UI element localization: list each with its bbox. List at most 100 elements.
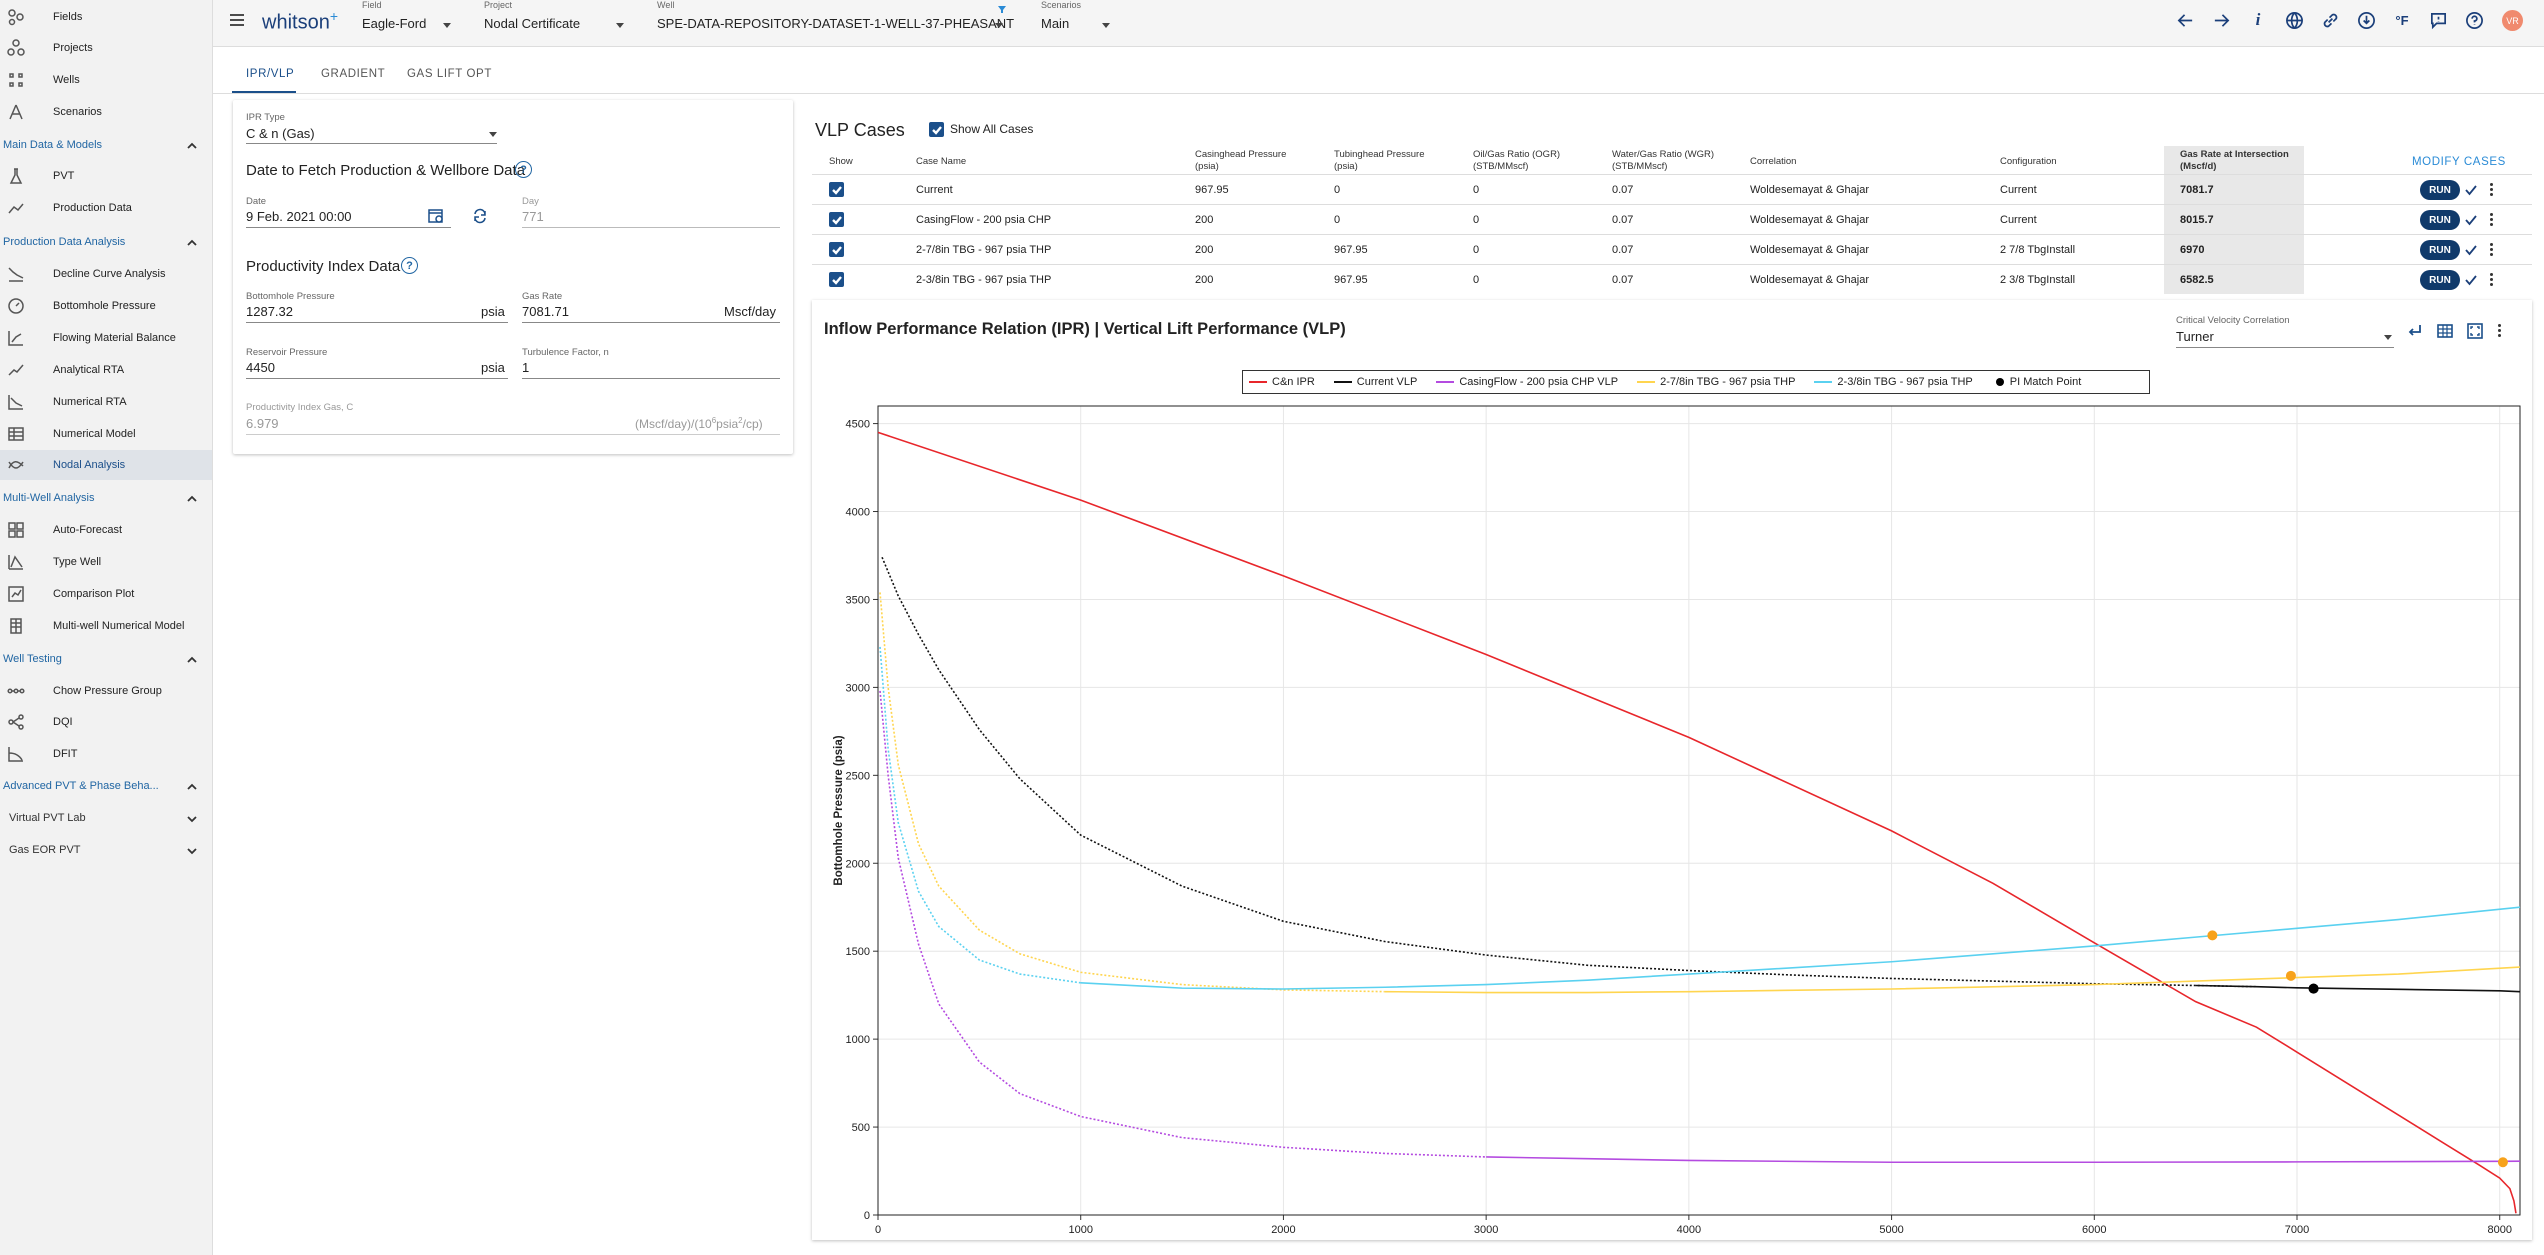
- reservoir-pressure-input[interactable]: 4450: [246, 360, 275, 375]
- check-icon[interactable]: [2464, 273, 2478, 287]
- run-button[interactable]: RUN: [2420, 210, 2460, 230]
- calendar-icon[interactable]: [427, 207, 445, 225]
- sidebar-item-multi-well-numerical-model[interactable]: Multi-well Numerical Model: [0, 611, 212, 641]
- sidebar-item-decline-curve-analysis[interactable]: Decline Curve Analysis: [0, 259, 212, 289]
- date-input[interactable]: 9 Feb. 2021 00:00: [246, 209, 352, 224]
- cell-corr: Woldesemayat & Ghajar: [1750, 274, 1870, 286]
- help-icon[interactable]: [2464, 10, 2484, 30]
- project-select[interactable]: Project Nodal Certificate: [484, 0, 580, 31]
- legend-item[interactable]: CasingFlow - 200 psia CHP VLP: [1436, 376, 1618, 388]
- chevron-down-icon[interactable]: [489, 132, 497, 137]
- legend-item[interactable]: 2-7/8in TBG - 967 psia THP: [1637, 376, 1795, 388]
- sidebar-item-fields[interactable]: Fields: [0, 2, 212, 32]
- temperature-unit-icon[interactable]: °F: [2392, 10, 2412, 30]
- table-row: 2-7/8in TBG - 967 psia THP 200 967.95 0 0.07…: [812, 234, 2532, 264]
- check-icon[interactable]: [2464, 183, 2478, 197]
- show-case-checkbox[interactable]: [829, 182, 844, 197]
- section-label: Well Testing: [3, 653, 62, 665]
- chevron-down-icon[interactable]: [995, 23, 1003, 28]
- info-icon[interactable]: i: [2248, 10, 2268, 30]
- sidebar-item-comparison-plot[interactable]: Comparison Plot: [0, 579, 212, 609]
- chevron-down-icon[interactable]: [2384, 335, 2392, 340]
- sidebar-item-numerical-rta[interactable]: Numerical RTA: [0, 387, 212, 417]
- run-button[interactable]: RUN: [2420, 180, 2460, 200]
- feedback-icon[interactable]: [2428, 10, 2448, 30]
- filter-icon[interactable]: [997, 0, 1007, 13]
- help-icon[interactable]: ?: [401, 257, 418, 274]
- section-label: Advanced PVT & Phase Beha...: [3, 780, 159, 792]
- sidebar-section-virtual-pvt-lab[interactable]: Virtual PVT Lab: [0, 806, 212, 830]
- help-icon[interactable]: ?: [515, 161, 532, 178]
- return-icon[interactable]: [2406, 322, 2424, 340]
- sidebar-item-projects[interactable]: Projects: [0, 33, 212, 63]
- more-vertical-icon[interactable]: [2488, 211, 2494, 229]
- show-case-checkbox[interactable]: [829, 242, 844, 257]
- sidebar-item-pvt[interactable]: PVT: [0, 161, 212, 191]
- run-button[interactable]: RUN: [2420, 240, 2460, 260]
- reservoir-pressure-label: Reservoir Pressure: [246, 347, 328, 358]
- user-avatar[interactable]: VR: [2502, 10, 2523, 31]
- turbulence-input[interactable]: 1: [522, 360, 530, 375]
- arrow-right-icon[interactable]: [2211, 10, 2231, 30]
- sidebar-item-bottomhole-pressure[interactable]: Bottomhole Pressure: [0, 291, 212, 321]
- chevron-down-icon[interactable]: [1102, 23, 1110, 28]
- sidebar-item-type-well[interactable]: Type Well: [0, 547, 212, 577]
- more-vertical-icon[interactable]: [2488, 181, 2494, 199]
- sidebar-section-main-data[interactable]: Main Data & Models: [0, 133, 212, 157]
- chevron-down-icon[interactable]: [616, 23, 624, 28]
- show-case-checkbox[interactable]: [829, 212, 844, 227]
- legend-item[interactable]: C&n IPR: [1249, 376, 1315, 388]
- sidebar-section-advanced-pvt[interactable]: Advanced PVT & Phase Beha...: [0, 774, 212, 798]
- cell-thp: 0: [1334, 214, 1341, 226]
- scenario-select[interactable]: Scenarios Main: [1041, 0, 1081, 31]
- sidebar-item-wells[interactable]: Wells: [0, 65, 212, 95]
- refresh-icon[interactable]: [471, 207, 489, 225]
- sidebar-item-numerical-model[interactable]: Numerical Model: [0, 419, 212, 449]
- tab-ipr-vlp[interactable]: IPR/VLP: [246, 68, 295, 80]
- fullscreen-icon[interactable]: [2466, 322, 2484, 340]
- run-button[interactable]: RUN: [2420, 270, 2460, 290]
- field-select[interactable]: Field Eagle-Ford: [362, 0, 426, 31]
- check-icon[interactable]: [2464, 243, 2478, 257]
- sidebar-item-dqi[interactable]: DQI: [0, 707, 212, 737]
- sidebar-section-production-data-analysis[interactable]: Production Data Analysis: [0, 230, 212, 254]
- link-icon[interactable]: [2320, 10, 2340, 30]
- globe-icon[interactable]: [2284, 10, 2304, 30]
- critical-velocity-select[interactable]: Turner: [2176, 329, 2214, 344]
- more-vertical-icon[interactable]: [2488, 271, 2494, 289]
- show-case-checkbox[interactable]: [829, 272, 844, 287]
- sidebar-item-scenarios[interactable]: Scenarios: [0, 97, 212, 127]
- tab-gas-lift-opt[interactable]: GAS LIFT OPT: [407, 68, 492, 80]
- well-select[interactable]: Well SPE-DATA-REPOSITORY-DATASET-1-WELL-…: [657, 0, 1014, 31]
- more-vertical-icon[interactable]: [2488, 241, 2494, 259]
- table-icon[interactable]: [2436, 322, 2454, 340]
- sidebar-item-dfit[interactable]: DFIT: [0, 739, 212, 769]
- arrow-left-icon[interactable]: [2175, 10, 2195, 30]
- legend-item[interactable]: Current VLP: [1333, 376, 1417, 388]
- check-icon[interactable]: [2464, 213, 2478, 227]
- menu-icon[interactable]: [228, 12, 246, 28]
- modify-cases-button[interactable]: MODIFY CASES: [2412, 156, 2506, 168]
- gas-rate-input[interactable]: 7081.71: [522, 304, 569, 319]
- tab-gradient[interactable]: GRADIENT: [321, 68, 386, 80]
- show-all-checkbox[interactable]: [929, 122, 944, 137]
- cell-wgr: 0.07: [1612, 274, 1634, 286]
- bhp-input[interactable]: 1287.32: [246, 304, 293, 319]
- cell-case: 2-3/8in TBG - 967 psia THP: [916, 274, 1052, 286]
- sidebar-item-label: Scenarios: [53, 106, 102, 118]
- sidebar-item-chow-pressure-group[interactable]: Chow Pressure Group: [0, 676, 212, 706]
- sidebar-section-gas-eor-pvt[interactable]: Gas EOR PVT: [0, 838, 212, 862]
- sidebar-item-auto-forecast[interactable]: Auto-Forecast: [0, 515, 212, 545]
- sidebar-item-analytical-rta[interactable]: Analytical RTA: [0, 355, 212, 385]
- ipr-type-select[interactable]: C & n (Gas): [246, 126, 315, 141]
- more-vertical-icon[interactable]: [2495, 322, 2503, 340]
- legend-item[interactable]: 2-3/8in TBG - 967 psia THP: [1814, 376, 1973, 388]
- chevron-down-icon[interactable]: [443, 23, 451, 28]
- sidebar-section-well-testing[interactable]: Well Testing: [0, 647, 212, 671]
- download-icon[interactable]: [2356, 10, 2376, 30]
- sidebar-item-production-data[interactable]: Production Data: [0, 193, 212, 223]
- sidebar-item-nodal-analysis[interactable]: Nodal Analysis: [0, 450, 212, 480]
- legend-item[interactable]: PI Match Point: [1992, 376, 2081, 388]
- sidebar-item-flowing-material-balance[interactable]: Flowing Material Balance: [0, 323, 212, 353]
- sidebar-section-multi-well[interactable]: Multi-Well Analysis: [0, 486, 212, 510]
